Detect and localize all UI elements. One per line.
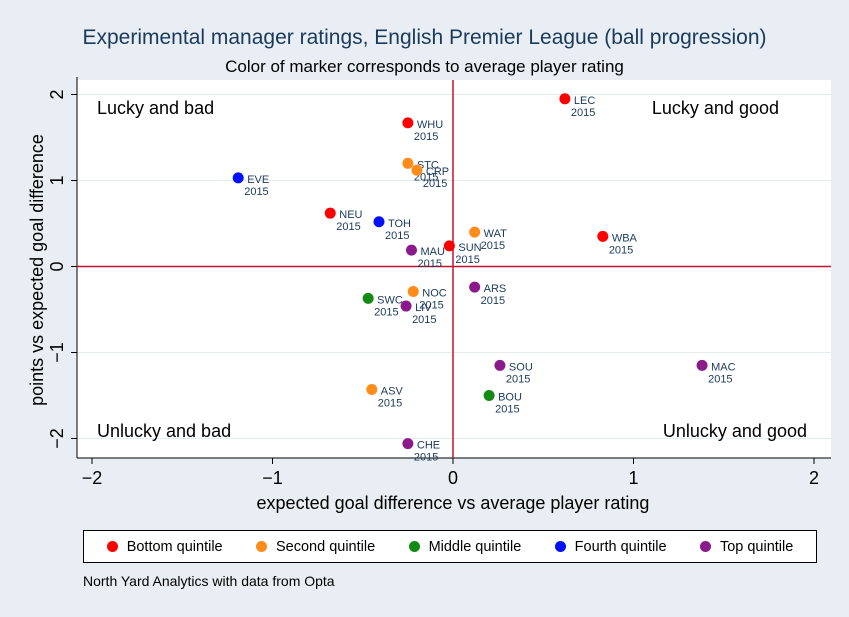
point-bou [483,390,495,401]
point-year: 2015 [455,254,479,266]
point-year: 2015 [481,240,505,252]
quadrant-label-bottom-left: Unlucky and bad [97,421,231,441]
point-label: CRP [426,166,449,178]
point-year: 2015 [571,107,595,119]
point-year: 2015 [374,306,398,318]
point-toh [373,216,385,228]
point-year: 2015 [385,230,409,242]
chart-title: Experimental manager ratings, English Pr… [82,26,767,49]
quadrant-label-top-left: Lucky and bad [97,98,214,118]
point-whu [402,117,414,129]
legend-marker [699,541,711,552]
legend-item-fourth: Fourth quintile [554,538,667,555]
point-label: MAC [711,361,736,373]
point-label: SWC [377,294,403,306]
source-note: North Yard Analytics with data from Opta [83,573,335,589]
point-sun [443,240,455,252]
point-label: SUN [458,242,481,254]
point-label: ARS [484,283,507,295]
y-tick-label: −1 [47,342,67,363]
x-tick-label: 1 [628,468,638,488]
point-year: 2015 [417,258,441,270]
point-swc [362,292,374,304]
legend-marker [408,541,420,552]
point-year: 2015 [412,314,436,326]
point-neu [324,207,336,219]
point-mau [405,244,417,256]
point-wba [597,230,609,242]
point-wat [469,226,481,238]
legend-item-bottom: Bottom quintile [106,538,223,555]
point-crp [411,164,423,176]
point-label: STC [417,159,439,171]
point-label: WBA [612,232,638,244]
point-label: WHU [417,119,443,131]
legend-item-second: Second quintile [256,539,375,555]
point-label: SOU [509,361,533,373]
point-year: 2015 [481,295,505,307]
point-year: 2015 [423,178,447,190]
point-label: WAT [484,228,507,240]
legend: Bottom quintile Second quintile Middle qui… [83,530,817,563]
quadrant-label-top-right: Lucky and good [652,98,779,118]
point-year: 2015 [378,397,402,409]
x-axis-title: expected goal difference vs average play… [257,493,650,513]
plot-area [77,80,831,458]
quadrant-label-bottom-right: Unlucky and good [663,421,807,441]
point-year: 2015 [708,373,732,385]
point-liv [400,300,412,312]
point-year: 2015 [414,131,438,143]
legend-label: Bottom quintile [126,538,223,555]
point-che [402,438,414,450]
point-sou [494,359,506,371]
point-year: 2015 [244,186,268,198]
y-tick-label: −2 [47,428,67,449]
legend-marker [256,541,267,552]
legend-label: Middle quintile [428,538,522,555]
legend-label: Second quintile [276,538,376,555]
chart-subtitle: Color of marker corresponds to average p… [225,57,624,76]
point-eve [232,172,244,184]
x-tick-label: −2 [82,468,103,488]
x-tick-label: 0 [448,468,458,488]
point-label: TOH [388,218,411,230]
point-year: 2015 [495,404,519,416]
legend-item-top: Top quintile [699,538,794,555]
point-ars [469,281,481,293]
y-tick-label: 2 [47,89,67,99]
x-tick-label: −1 [262,468,283,488]
x-tick-label: 2 [809,468,819,488]
point-year: 2015 [414,452,438,464]
legend-label: Fourth quintile [574,538,667,555]
point-label: LIV [415,302,432,314]
point-year: 2015 [506,373,530,385]
scatter-plot: −2 −1 0 1 2 2 1 0 −1 −2 expected goal difference v… [27,77,831,513]
point-label: NEU [339,209,362,221]
point-label: LEC [574,95,595,107]
point-label: EVE [247,174,269,186]
legend-marker [106,541,118,552]
point-asv [366,383,378,395]
point-label: NOC [422,287,447,299]
y-tick-label: 0 [47,261,67,271]
legend-marker [554,541,566,552]
point-label: BOU [498,392,522,404]
point-label: ASV [381,385,404,397]
point-label: CHE [417,440,440,452]
legend-item-middle: Middle quintile [408,538,522,555]
legend-label: Top quintile [719,538,794,555]
point-mac [696,359,708,371]
point-year: 2015 [419,299,443,311]
y-axis-title: points vs expected goal difference [27,134,47,406]
point-stc [402,157,414,169]
point-year: 2015 [609,244,633,256]
point-lec [559,93,571,105]
point-label: MAU [420,246,445,258]
point-year: 2015 [336,221,360,233]
point-noc [407,285,419,297]
y-tick-label: 1 [47,175,67,185]
